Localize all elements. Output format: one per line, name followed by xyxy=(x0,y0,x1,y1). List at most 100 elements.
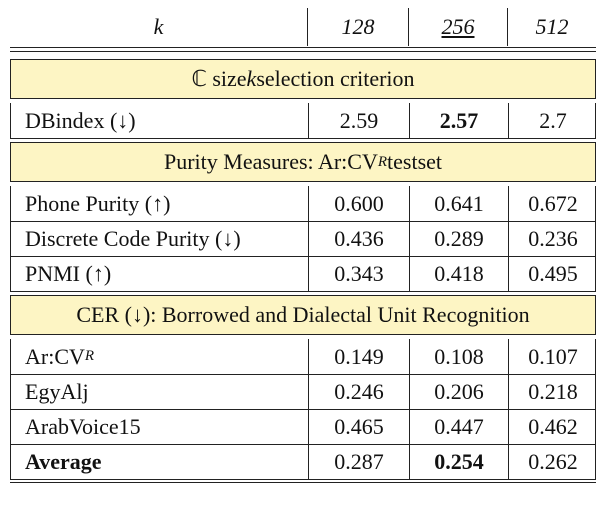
rule xyxy=(10,374,596,375)
cell: 0.462 xyxy=(508,409,597,444)
rule xyxy=(10,256,596,257)
cell: 2.57 xyxy=(409,103,508,138)
text: 0.236 xyxy=(528,225,578,251)
cell: 0.246 xyxy=(308,374,409,409)
rule xyxy=(10,138,596,139)
italic-text: k xyxy=(246,66,257,91)
cell: 0.149 xyxy=(308,339,409,374)
text: DBindex (↓) xyxy=(25,107,136,133)
text: 0.149 xyxy=(334,343,384,369)
cell: 0.436 xyxy=(308,221,409,256)
header-row: k 128 256 512 xyxy=(10,8,596,46)
italic-text: 512 xyxy=(535,14,569,39)
text: 0.218 xyxy=(528,378,578,404)
text: 0.600 xyxy=(334,190,384,216)
text: CER (↓): Borrowed and Dialectal Unit Rec… xyxy=(76,302,530,327)
text: EgyAlj xyxy=(25,378,89,404)
rule xyxy=(10,444,596,445)
text: 0.418 xyxy=(434,260,484,286)
data-row: DBindex (↓) 2.59 2.57 2.7 xyxy=(10,103,596,138)
text: Discrete Code Purity (↓) xyxy=(25,225,241,251)
cell: 128 xyxy=(307,8,408,46)
sub-text: R xyxy=(84,348,95,364)
text: 0.246 xyxy=(334,378,384,404)
text: Purity Measures: Ar:CV xyxy=(163,149,378,174)
cell: 0.236 xyxy=(508,221,597,256)
cell: 0.447 xyxy=(409,409,508,444)
bold-text: 0.254 xyxy=(434,448,484,474)
cell: DBindex (↓) xyxy=(11,103,308,138)
data-row: Average 0.287 0.254 0.262 xyxy=(10,444,596,479)
text: 0.436 xyxy=(334,225,384,251)
text: testset xyxy=(387,149,443,174)
text: PNMI (↑) xyxy=(25,260,112,286)
italic-text: 128 xyxy=(341,14,375,39)
text: 2.7 xyxy=(539,107,567,133)
text: 0.465 xyxy=(334,413,384,439)
cell: 0.206 xyxy=(409,374,508,409)
cell: 0.343 xyxy=(308,256,409,291)
cell: 0.254 xyxy=(409,444,508,479)
rule xyxy=(10,479,596,480)
text: 0.495 xyxy=(528,260,578,286)
section-header: Purity Measures: Ar:CV R testset xyxy=(10,142,596,182)
section-header: ℂ size k selection criterion xyxy=(10,59,596,99)
cell: Ar:CV R xyxy=(11,339,308,374)
cell: 512 xyxy=(507,8,596,46)
cell: 256 xyxy=(408,8,507,46)
cell: 0.495 xyxy=(508,256,597,291)
text: 0.672 xyxy=(528,190,578,216)
cell: 0.107 xyxy=(508,339,597,374)
cell: 0.262 xyxy=(508,444,597,479)
sub-text: R xyxy=(377,153,388,170)
cell: Phone Purity (↑) xyxy=(11,186,308,221)
text: 0.108 xyxy=(434,343,484,369)
rule xyxy=(10,409,596,410)
text: 0.641 xyxy=(434,190,484,216)
text: 0.287 xyxy=(334,448,384,474)
text: Phone Purity (↑) xyxy=(25,190,171,216)
data-row: Discrete Code Purity (↓) 0.436 0.289 0.236 xyxy=(10,221,596,256)
rule xyxy=(10,482,596,483)
cell: 0.108 xyxy=(409,339,508,374)
section-header: CER (↓): Borrowed and Dialectal Unit Rec… xyxy=(10,295,596,335)
cell: Average xyxy=(11,444,308,479)
data-row: ArabVoice15 0.465 0.447 0.462 xyxy=(10,409,596,444)
text: ArabVoice15 xyxy=(25,413,141,439)
text: 0.343 xyxy=(334,260,384,286)
cell: 0.287 xyxy=(308,444,409,479)
cell: EgyAlj xyxy=(11,374,308,409)
text: 0.262 xyxy=(528,448,578,474)
text: selection criterion xyxy=(256,66,415,91)
bold-text: Average xyxy=(25,448,102,474)
cell: 0.289 xyxy=(409,221,508,256)
text: 2.59 xyxy=(339,107,379,133)
italic-text: k xyxy=(153,14,164,39)
rule xyxy=(10,291,596,292)
text: 0.289 xyxy=(434,225,484,251)
text: 0.462 xyxy=(528,413,578,439)
cell: 2.7 xyxy=(508,103,597,138)
cell: 0.672 xyxy=(508,186,597,221)
cell: PNMI (↑) xyxy=(11,256,308,291)
cell: 0.418 xyxy=(409,256,508,291)
cell: k xyxy=(10,8,307,46)
cell: 0.218 xyxy=(508,374,597,409)
cell: 2.59 xyxy=(308,103,409,138)
italic-text: 256 xyxy=(441,14,475,39)
bold-text: 2.57 xyxy=(439,107,479,133)
text: 0.107 xyxy=(528,343,578,369)
text: 0.206 xyxy=(434,378,484,404)
text: Ar:CV xyxy=(25,343,85,369)
cell: 0.641 xyxy=(409,186,508,221)
data-row: Ar:CV R 0.149 0.108 0.107 xyxy=(10,339,596,374)
text: 0.447 xyxy=(434,413,484,439)
cell: 0.465 xyxy=(308,409,409,444)
data-row: Phone Purity (↑) 0.600 0.641 0.672 xyxy=(10,186,596,221)
cell: Discrete Code Purity (↓) xyxy=(11,221,308,256)
text: ℂ size xyxy=(191,66,247,91)
rule xyxy=(10,47,596,48)
rule xyxy=(10,221,596,222)
cell: 0.600 xyxy=(308,186,409,221)
data-row: EgyAlj 0.246 0.206 0.218 xyxy=(10,374,596,409)
